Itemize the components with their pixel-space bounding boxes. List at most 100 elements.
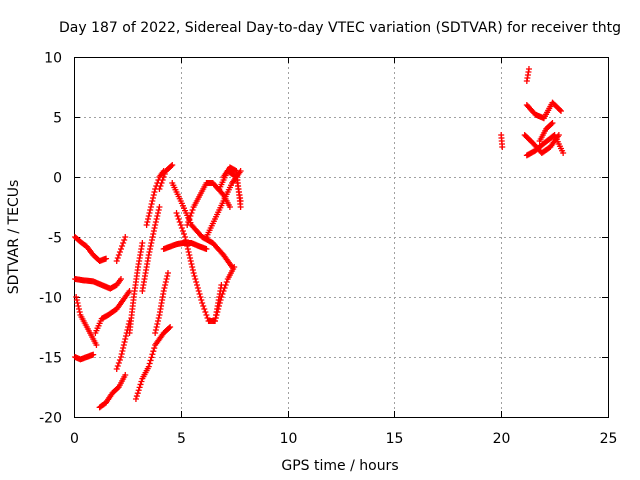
data-point bbox=[147, 207, 154, 213]
data-point bbox=[103, 255, 110, 262]
data-point bbox=[164, 273, 171, 279]
y-tick-label: 0 bbox=[53, 171, 62, 187]
data-point bbox=[195, 288, 202, 294]
data-point bbox=[150, 195, 157, 201]
data-point bbox=[191, 273, 198, 279]
data-point bbox=[203, 312, 210, 318]
data-point bbox=[144, 219, 151, 225]
data-point bbox=[156, 204, 163, 210]
data-point bbox=[157, 183, 164, 189]
data-point bbox=[197, 294, 204, 300]
data-point bbox=[118, 351, 125, 357]
data-point bbox=[173, 210, 180, 216]
data-point bbox=[169, 162, 176, 168]
series-arc-aa bbox=[523, 132, 567, 159]
data-point bbox=[218, 294, 225, 300]
data-point bbox=[117, 354, 124, 360]
data-point bbox=[155, 318, 162, 324]
data-point bbox=[185, 249, 192, 255]
data-point bbox=[121, 339, 128, 345]
series-arc-bb bbox=[536, 120, 556, 144]
data-point bbox=[117, 276, 124, 282]
data-point bbox=[189, 267, 196, 273]
data-point bbox=[162, 282, 169, 288]
data-point bbox=[116, 249, 123, 255]
data-point bbox=[149, 198, 156, 204]
data-point bbox=[73, 294, 80, 300]
data-point bbox=[190, 270, 197, 276]
data-point bbox=[146, 210, 153, 216]
series-arc-i bbox=[113, 318, 133, 372]
data-point bbox=[154, 321, 161, 327]
data-point bbox=[187, 255, 194, 261]
series-arc-e bbox=[92, 288, 133, 336]
data-point bbox=[148, 201, 155, 207]
data-point bbox=[152, 330, 159, 336]
data-point bbox=[215, 303, 222, 309]
data-point bbox=[114, 255, 121, 261]
data-point bbox=[119, 243, 126, 249]
chart-title: Day 187 of 2022, Sidereal Day-to-day VTE… bbox=[59, 20, 621, 36]
y-tick-label: -5 bbox=[48, 231, 62, 247]
data-point bbox=[203, 246, 210, 252]
data-point bbox=[158, 180, 165, 186]
data-point bbox=[152, 327, 159, 333]
data-point bbox=[226, 204, 233, 210]
data-point bbox=[198, 297, 205, 303]
data-point bbox=[214, 309, 221, 315]
data-point bbox=[147, 204, 154, 210]
data-point bbox=[212, 315, 219, 321]
x-tick-label: 10 bbox=[280, 431, 298, 447]
data-point bbox=[168, 163, 175, 169]
data-point bbox=[76, 309, 83, 315]
x-tick-labels: 0 5 10 15 20 25 bbox=[70, 431, 617, 447]
data-point bbox=[146, 360, 153, 367]
data-point bbox=[189, 207, 196, 213]
data-point bbox=[231, 264, 238, 270]
x-tick-label: 0 bbox=[70, 431, 79, 447]
data-point bbox=[155, 315, 162, 321]
x-tick-label: 15 bbox=[386, 431, 404, 447]
grid-layer bbox=[74, 57, 608, 417]
data-point bbox=[176, 219, 183, 225]
data-point bbox=[187, 213, 194, 219]
data-point bbox=[184, 243, 191, 249]
data-point bbox=[113, 258, 120, 264]
data-point bbox=[220, 288, 227, 294]
series-arc-m bbox=[152, 270, 171, 336]
data-point bbox=[211, 318, 218, 324]
data-point bbox=[177, 222, 184, 228]
data-point bbox=[187, 258, 194, 264]
series-arc-b bbox=[72, 276, 124, 292]
data-point bbox=[114, 363, 121, 369]
points-layer bbox=[72, 66, 567, 411]
data-point bbox=[182, 237, 189, 243]
data-point bbox=[560, 150, 567, 156]
data-point bbox=[134, 390, 141, 397]
data-point bbox=[145, 213, 152, 219]
data-point bbox=[117, 246, 124, 252]
x-tick-label: 5 bbox=[177, 431, 186, 447]
data-point bbox=[75, 303, 82, 309]
data-point bbox=[137, 381, 144, 388]
data-point bbox=[126, 318, 133, 324]
data-point bbox=[155, 207, 162, 213]
data-point bbox=[152, 219, 159, 225]
data-point bbox=[215, 306, 222, 312]
data-point bbox=[160, 174, 167, 180]
data-point bbox=[125, 324, 132, 330]
data-point bbox=[161, 285, 168, 291]
data-point bbox=[175, 216, 182, 222]
y-tick-label: -20 bbox=[39, 411, 62, 427]
data-point bbox=[174, 213, 181, 219]
series-arc-r bbox=[211, 264, 238, 324]
data-point bbox=[213, 312, 220, 318]
y-tick-label: 5 bbox=[53, 111, 62, 127]
data-point bbox=[93, 342, 100, 348]
data-point bbox=[182, 234, 189, 240]
data-point bbox=[166, 325, 173, 331]
y-tick-label: 10 bbox=[44, 51, 62, 67]
data-point bbox=[154, 213, 161, 219]
data-point bbox=[216, 300, 223, 306]
series-arc-j bbox=[132, 324, 174, 402]
